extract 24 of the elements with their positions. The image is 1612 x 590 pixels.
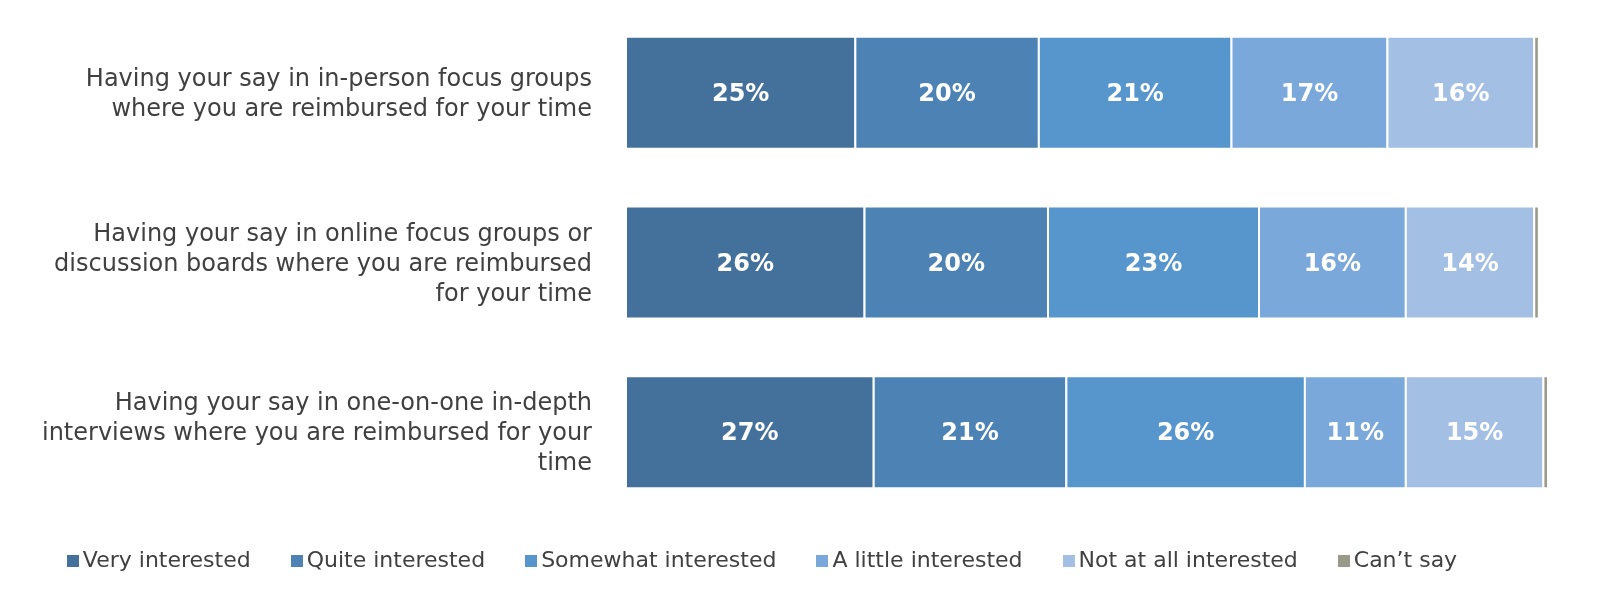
data-label: 16% (1303, 248, 1362, 277)
legend-label: Very interested (82, 547, 251, 572)
data-label: 26% (1156, 418, 1215, 447)
legend-label: Somewhat interested (541, 547, 777, 572)
data-label: 15% (1445, 418, 1504, 447)
data-label: 11% (1326, 418, 1385, 447)
y-tick-label: Having your say in one-on-one in-depth interviews where you are reimbursed for your time (41, 388, 593, 477)
data-label: 20% (918, 78, 976, 107)
data-label: 25% (711, 78, 770, 107)
data-label: 20% (927, 248, 985, 277)
data-label: 26% (716, 248, 774, 277)
legend-label: A little interested (832, 547, 1023, 572)
legend-label: Quite interested (306, 547, 486, 572)
legend-label: Not at all interested (1078, 547, 1298, 572)
y-tick-label: Having your say in in-person focus groups where you are reimbursed for your time (85, 63, 592, 122)
legend-label: Can’t say (1353, 547, 1458, 572)
data-label: 23% (1124, 248, 1183, 277)
data-label: 14% (1441, 248, 1499, 277)
data-label: 16% (1432, 78, 1490, 107)
data-label: 17% (1280, 78, 1339, 107)
data-label: 27% (721, 418, 779, 447)
y-tick-label: Having your say in online focus groups or discussion boards where you are reimbursed for your time (54, 218, 593, 307)
data-label: 21% (941, 418, 999, 447)
data-label: 21% (1106, 78, 1164, 107)
